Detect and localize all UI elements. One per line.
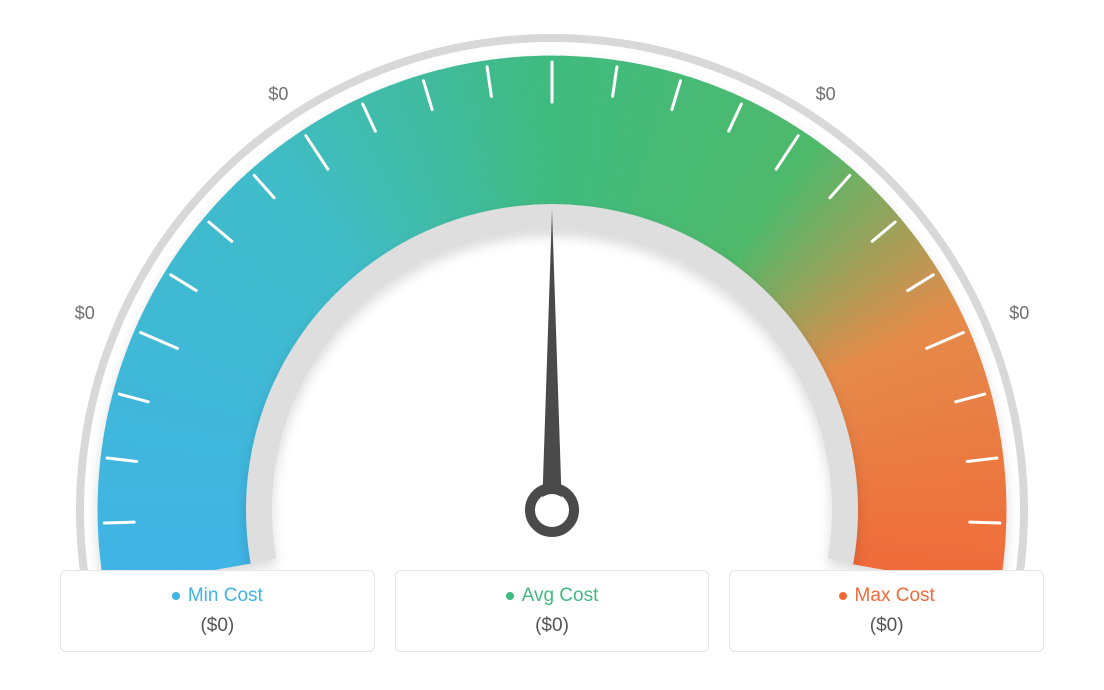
legend-card-max: Max Cost ($0)	[729, 570, 1044, 652]
gauge-needle	[542, 210, 562, 510]
cost-gauge-panel: $0$0$0$0$0$0$0 Min Cost ($0) Avg Cost ($…	[0, 0, 1104, 690]
gauge-tick-label: $0	[1009, 303, 1029, 323]
gauge-tick-label: $0	[268, 84, 288, 104]
gauge-tick-label: $0	[816, 84, 836, 104]
legend-card-avg: Avg Cost ($0)	[395, 570, 710, 652]
legend-row: Min Cost ($0) Avg Cost ($0) Max Cost ($0…	[40, 570, 1064, 652]
legend-text-min: Min Cost	[188, 585, 263, 607]
legend-label-min: Min Cost	[172, 585, 263, 607]
gauge-tick-label: $0	[75, 303, 95, 323]
legend-value-avg: ($0)	[414, 615, 691, 637]
gauge-area: $0$0$0$0$0$0$0	[40, 20, 1064, 570]
legend-text-max: Max Cost	[855, 585, 935, 607]
legend-card-min: Min Cost ($0)	[60, 570, 375, 652]
gauge-tick-label: $0	[542, 20, 562, 22]
gauge-chart: $0$0$0$0$0$0$0	[40, 20, 1064, 570]
legend-text-avg: Avg Cost	[522, 585, 599, 607]
legend-label-avg: Avg Cost	[506, 585, 599, 607]
legend-dot-avg	[506, 592, 514, 600]
legend-label-max: Max Cost	[839, 585, 935, 607]
legend-dot-min	[172, 592, 180, 600]
legend-value-min: ($0)	[79, 615, 356, 637]
legend-dot-max	[839, 592, 847, 600]
legend-value-max: ($0)	[748, 615, 1025, 637]
